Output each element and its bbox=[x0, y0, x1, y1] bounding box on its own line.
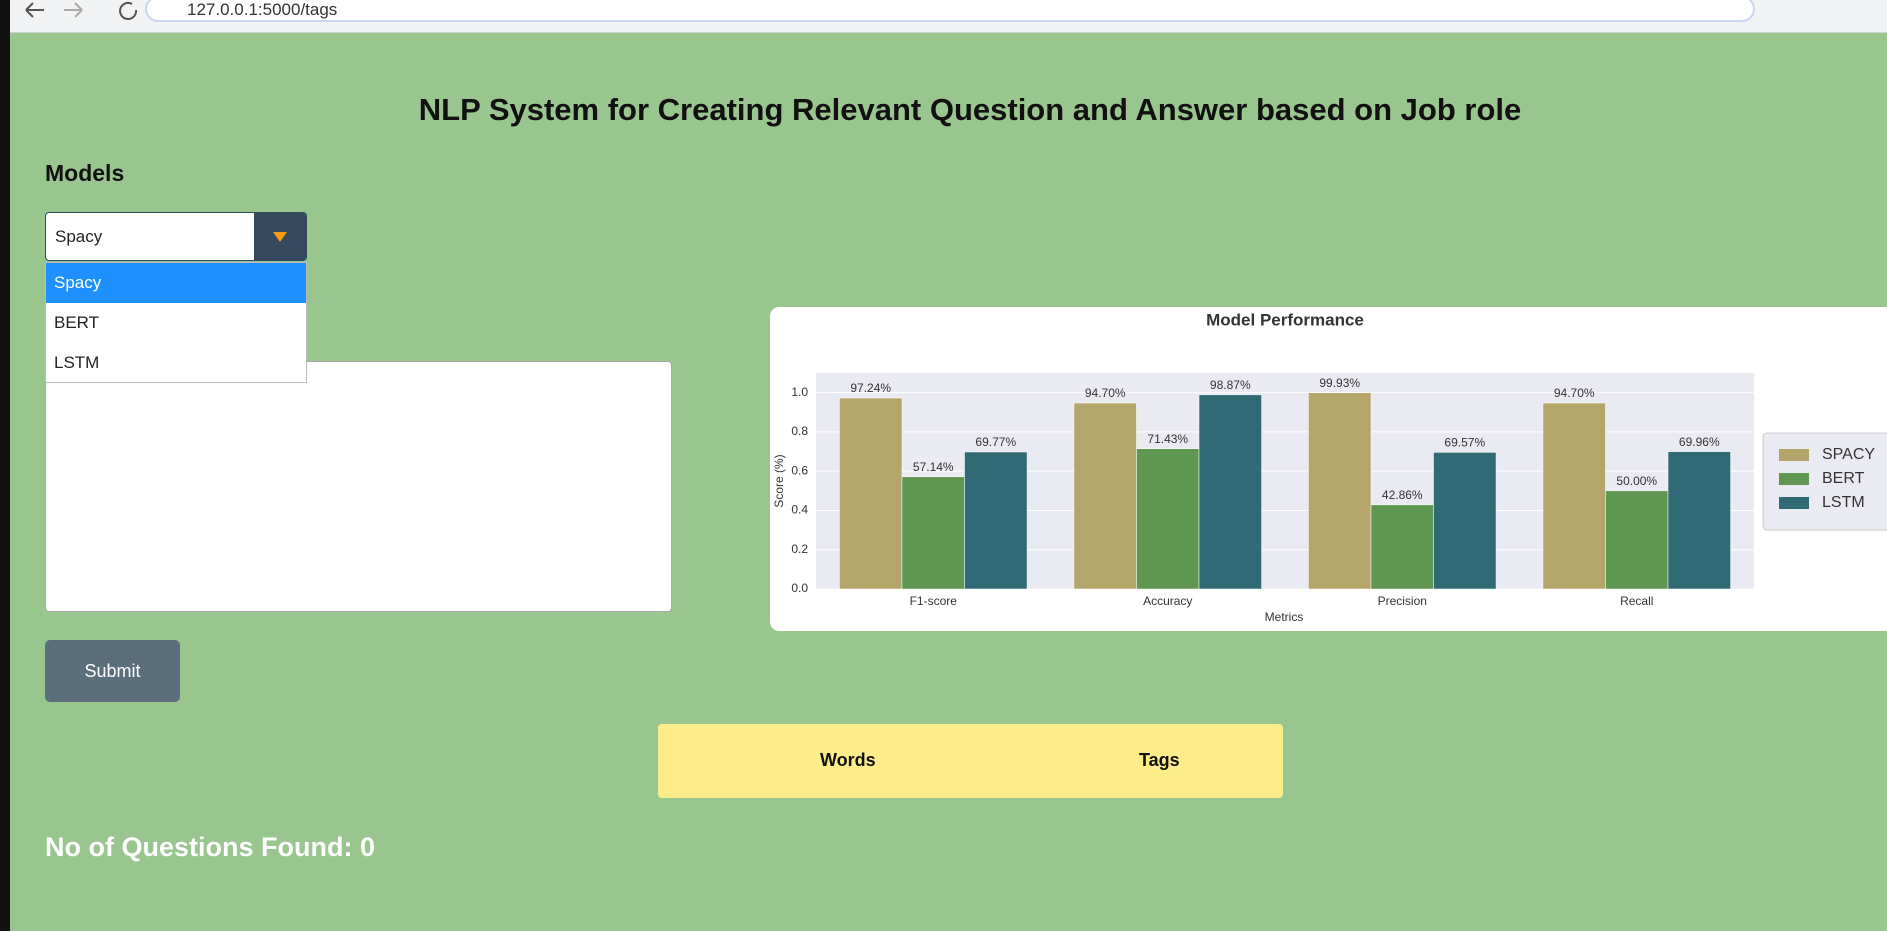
value-label: 98.87% bbox=[1210, 378, 1251, 392]
y-tick-label: 1.0 bbox=[791, 385, 808, 399]
option[interactable]: LSTM bbox=[54, 353, 100, 372]
table-header: Tags bbox=[1139, 750, 1180, 770]
bar bbox=[1136, 448, 1200, 590]
models-label: Models bbox=[45, 160, 125, 186]
bar bbox=[1667, 451, 1731, 590]
questions-found: No of Questions Found: 0 bbox=[45, 832, 375, 862]
address-bar[interactable]: 127.0.0.1:5000/tags bbox=[145, 0, 1755, 22]
bar bbox=[1073, 402, 1137, 590]
y-tick-label: 0.4 bbox=[791, 503, 808, 517]
legend-swatch bbox=[1779, 497, 1809, 509]
chart: Model Performance Metrics Score (%) 0.0 0… bbox=[772, 310, 1887, 624]
legend-swatch bbox=[1779, 473, 1809, 485]
value-label: 69.96% bbox=[1679, 435, 1720, 449]
table-header: Words bbox=[820, 750, 876, 770]
x-tick-label: Precision bbox=[1378, 594, 1427, 608]
y-tick-label: 0.0 bbox=[791, 581, 808, 595]
result-table: Words Tags bbox=[658, 724, 1283, 798]
x-axis-label: Metrics bbox=[1265, 610, 1304, 624]
bar bbox=[1198, 394, 1262, 590]
value-label: 94.70% bbox=[1554, 386, 1595, 400]
bar bbox=[1542, 402, 1606, 590]
y-tick-label: 0.2 bbox=[791, 542, 808, 556]
bar bbox=[964, 451, 1028, 590]
option[interactable]: Spacy bbox=[46, 263, 306, 303]
bar bbox=[839, 397, 903, 590]
browser-toolbar: 127.0.0.1:5000/tags bbox=[0, 0, 1887, 33]
selected-model: Spacy bbox=[55, 227, 103, 246]
legend-swatch bbox=[1779, 449, 1809, 461]
submit-button[interactable]: Submit bbox=[45, 640, 180, 702]
x-tick-label: Accuracy bbox=[1143, 594, 1192, 608]
value-label: 50.00% bbox=[1616, 474, 1657, 488]
nav-buttons[interactable] bbox=[20, 0, 140, 22]
value-label: 69.77% bbox=[975, 435, 1016, 449]
legend-label: LSTM bbox=[1822, 494, 1865, 511]
value-label: 97.24% bbox=[850, 381, 891, 395]
bar bbox=[1433, 452, 1497, 590]
legend-label: BERT bbox=[1822, 470, 1865, 487]
bar bbox=[1370, 504, 1434, 590]
page-title: NLP System for Creating Relevant Questio… bbox=[418, 92, 1522, 127]
legend-label: SPACY bbox=[1822, 446, 1875, 463]
x-tick-label: F1-score bbox=[910, 594, 958, 608]
y-tick-label: 0.6 bbox=[791, 463, 808, 477]
x-tick-label: Recall bbox=[1620, 594, 1653, 608]
legend: SPACY BERT LSTM bbox=[1762, 432, 1887, 531]
value-label: 42.86% bbox=[1382, 488, 1423, 502]
model-options: Spacy BERT LSTM bbox=[45, 262, 307, 383]
bar bbox=[1308, 392, 1372, 590]
model-select[interactable]: Spacy bbox=[45, 212, 307, 261]
text-input[interactable] bbox=[45, 361, 672, 612]
bar bbox=[901, 476, 965, 590]
chart-card: Model Performance Metrics Score (%) 0.0 0… bbox=[770, 307, 1887, 631]
window-edge bbox=[0, 0, 10, 931]
dropdown-button[interactable] bbox=[254, 213, 306, 260]
value-label: 99.93% bbox=[1319, 376, 1360, 390]
chart-title: Model Performance bbox=[1206, 310, 1364, 329]
value-label: 71.43% bbox=[1147, 432, 1188, 446]
y-tick-label: 0.8 bbox=[791, 424, 808, 438]
y-axis-label: Score (%) bbox=[772, 454, 786, 507]
value-label: 69.57% bbox=[1444, 436, 1485, 450]
bar bbox=[1605, 490, 1669, 590]
value-label: 57.14% bbox=[913, 460, 954, 474]
option[interactable]: BERT bbox=[54, 313, 100, 332]
value-label: 94.70% bbox=[1085, 386, 1126, 400]
